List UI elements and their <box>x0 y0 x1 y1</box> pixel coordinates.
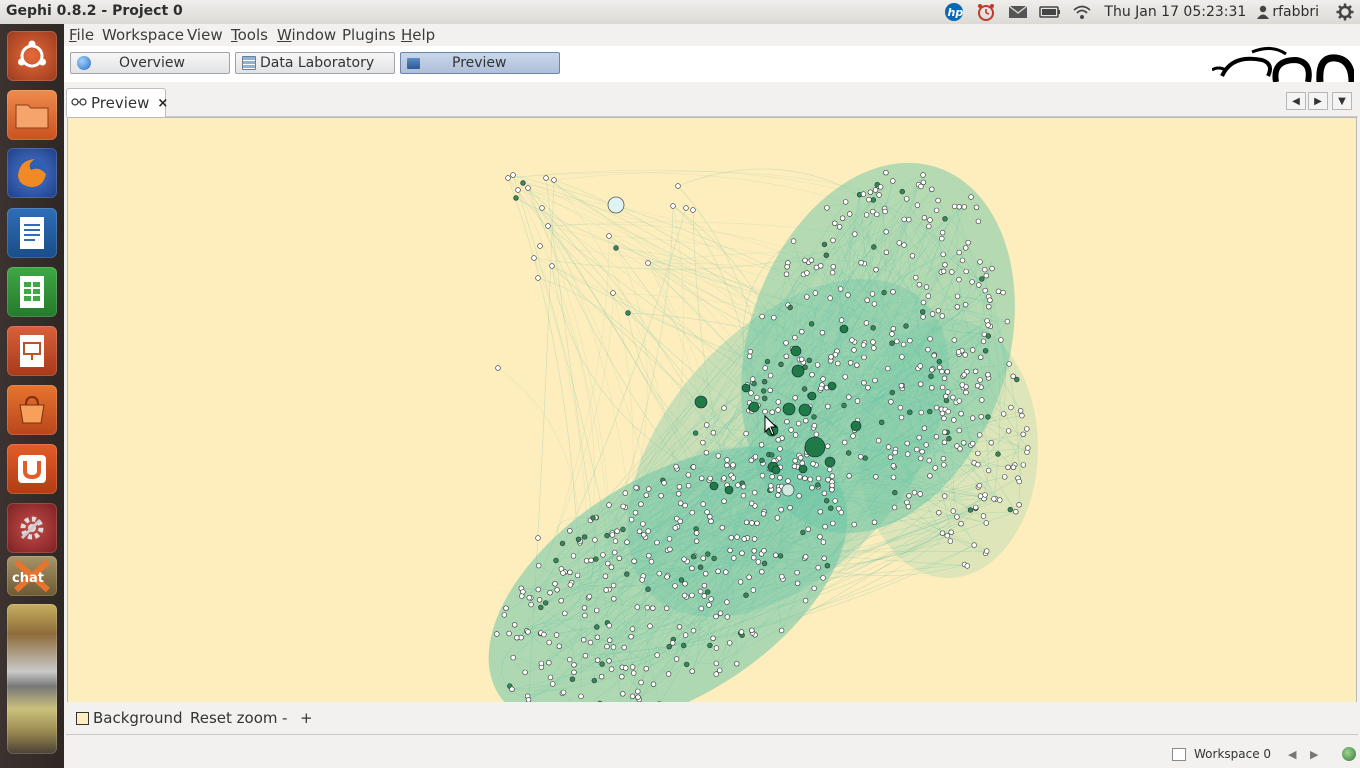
alarm-clock-icon[interactable] <box>975 3 997 21</box>
ubuntu-dash-icon[interactable] <box>7 31 57 81</box>
mail-icon[interactable] <box>1007 3 1029 21</box>
tab-preview[interactable]: Preview × <box>66 88 169 117</box>
data-laboratory-button[interactable]: Data Laboratory <box>235 52 395 74</box>
svg-text:chat: chat <box>12 571 44 586</box>
preview-canvas[interactable] <box>67 117 1357 703</box>
firefox-icon[interactable] <box>7 148 57 198</box>
workspace-prev-icon[interactable]: ◀ <box>1288 748 1297 761</box>
top-panel: Gephi 0.8.2 - Project 0 hp Thu Jan 17 05… <box>0 0 1360 25</box>
stacked-apps-icon[interactable] <box>7 604 57 754</box>
menu-bar: File Workspace View Tools Window Plugins… <box>64 24 1360 46</box>
files-icon[interactable] <box>7 90 57 140</box>
mouse-cursor-icon <box>764 414 778 436</box>
workspace-icon <box>1172 747 1186 761</box>
close-icon[interactable]: × <box>157 95 169 111</box>
zoom-out-button[interactable]: - <box>282 709 288 727</box>
background-label[interactable]: Background <box>93 709 183 727</box>
status-bar: Workspace 0 ◀ ▶ <box>64 742 1360 768</box>
clock[interactable]: Thu Jan 17 05:23:31 <box>1104 4 1247 20</box>
menu-window[interactable]: Window <box>277 26 337 44</box>
preview-controls: Background Reset zoom - + <box>66 702 1358 735</box>
nodes <box>494 169 1031 702</box>
background-color-swatch[interactable] <box>76 712 89 725</box>
software-center-icon[interactable] <box>7 385 57 435</box>
workspace-next-icon[interactable]: ▶ <box>1310 748 1319 761</box>
reset-zoom-button[interactable]: Reset zoom <box>190 709 278 727</box>
zoom-in-button[interactable]: + <box>300 709 313 727</box>
workspace-toolbar: Overview Data Laboratory Preview <box>64 46 1360 82</box>
unity-launcher: chat <box>0 24 64 768</box>
power-gear-icon[interactable] <box>1334 3 1356 21</box>
system-tray: hp Thu Jan 17 05:23:31 rfabbri <box>938 0 1360 24</box>
tab-list-dropdown-icon[interactable]: ▼ <box>1332 92 1352 110</box>
menu-plugins[interactable]: Plugins <box>342 26 396 44</box>
hp-icon[interactable]: hp <box>943 3 965 21</box>
writer-icon[interactable] <box>7 208 57 258</box>
impress-icon[interactable] <box>7 326 57 376</box>
user-menu[interactable]: rfabbri <box>1272 4 1319 20</box>
menu-tools[interactable]: Tools <box>231 26 268 44</box>
network-graph[interactable] <box>68 118 1356 702</box>
user-icon <box>1256 3 1270 21</box>
system-settings-icon[interactable] <box>7 503 57 553</box>
glasses-icon <box>71 95 87 111</box>
table-icon <box>242 56 256 70</box>
menu-view[interactable]: View <box>187 26 223 44</box>
menu-workspace[interactable]: Workspace <box>102 26 184 44</box>
xchat-icon[interactable]: chat <box>7 556 57 596</box>
wifi-icon[interactable] <box>1071 3 1093 21</box>
tab-scroll-right-icon[interactable]: ▶ <box>1308 92 1328 110</box>
preview-button[interactable]: Preview <box>400 52 560 74</box>
gephi-logo <box>1212 46 1354 82</box>
svg-text:hp: hp <box>948 6 964 19</box>
ubuntu-one-icon[interactable] <box>7 444 57 494</box>
tab-preview-label: Preview <box>91 94 150 112</box>
editor-tab-strip: Preview × ◀ ▶ ▼ <box>66 84 1358 117</box>
window-title: Gephi 0.8.2 - Project 0 <box>6 3 183 19</box>
menu-file[interactable]: File <box>69 26 95 44</box>
tab-scroll-left-icon[interactable]: ◀ <box>1286 92 1306 110</box>
battery-icon[interactable] <box>1039 3 1061 21</box>
workspace-indicator[interactable]: Workspace 0 <box>1172 747 1271 761</box>
overview-button[interactable]: Overview <box>70 52 230 74</box>
calc-icon[interactable] <box>7 267 57 317</box>
network-status-icon <box>1342 747 1356 761</box>
globe-icon <box>77 56 91 70</box>
monitor-icon <box>407 57 420 69</box>
menu-help[interactable]: Help <box>401 26 436 44</box>
